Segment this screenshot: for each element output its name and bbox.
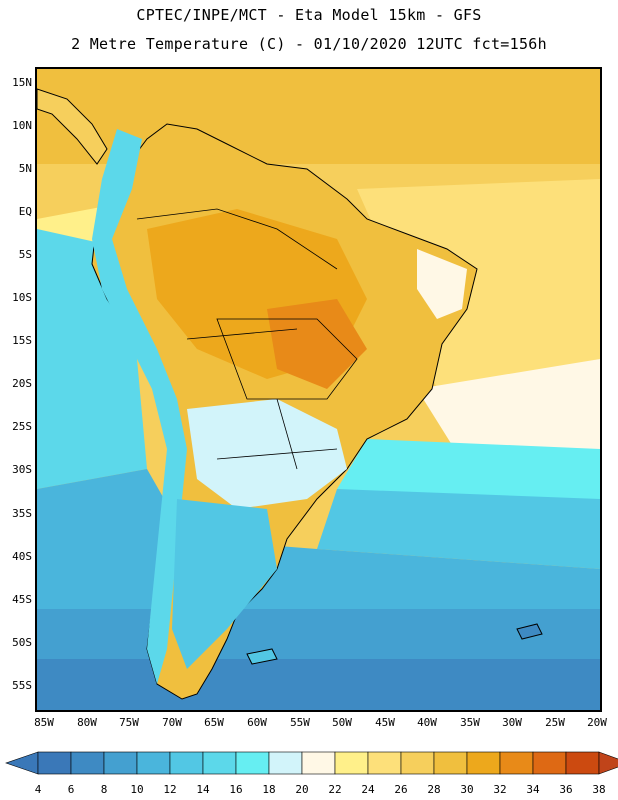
south-atlantic-band-2 (317, 489, 600, 569)
colorbar-swatch (70, 751, 105, 775)
colorbar-label: 34 (526, 783, 540, 796)
lon-label: 75W (119, 716, 139, 729)
colorbar-swatch (37, 751, 72, 775)
country-borders (216, 318, 358, 400)
lon-label: 30W (502, 716, 522, 729)
southern-ocean-band-3 (37, 659, 600, 710)
colorbar-label: 18 (262, 783, 276, 796)
lat-label: 50S (12, 636, 32, 649)
colorbar-label: 24 (361, 783, 375, 796)
colorbar-swatch (532, 751, 567, 775)
colorbar-label: 38 (592, 783, 606, 796)
colorbar-label: 16 (229, 783, 243, 796)
lat-label: 55S (12, 679, 32, 692)
colorbar-label: 30 (460, 783, 474, 796)
lat-label: 15S (12, 334, 32, 347)
colorbar-high-arrow (598, 751, 618, 775)
colorbar-label: 10 (130, 783, 144, 796)
lat-label: 10N (12, 119, 32, 132)
title-line-2: 2 Metre Temperature (C) - 01/10/2020 12U… (71, 35, 547, 53)
lon-label: 60W (247, 716, 267, 729)
lon-label: 25W (545, 716, 565, 729)
lat-label: 40S (12, 550, 32, 563)
central-brazil-hotspot (267, 299, 367, 389)
atlantic-warm-band (357, 179, 600, 389)
lat-label: 5N (18, 162, 32, 175)
temperature-map (35, 67, 602, 712)
lon-label: 85W (34, 716, 54, 729)
lon-label: 40W (417, 716, 437, 729)
atlantic-mild-band (417, 359, 600, 469)
lon-label: 55W (290, 716, 310, 729)
lat-label: 35S (12, 507, 32, 520)
lon-label: 45W (375, 716, 395, 729)
lat-label: 5S (18, 248, 32, 261)
colorbar-swatch (103, 751, 138, 775)
lon-label: 35W (460, 716, 480, 729)
colorbar-swatch (301, 751, 336, 775)
colorbar-swatch (433, 751, 468, 775)
colorbar-swatch (367, 751, 402, 775)
colorbar-label: 20 (295, 783, 309, 796)
temperature-colorbar (5, 751, 618, 775)
colorbar-label: 28 (427, 783, 441, 796)
map-canvas (37, 69, 600, 710)
lat-label: 45S (12, 593, 32, 606)
title-line-1: CPTEC/INPE/MCT - Eta Model 15km - GFS (136, 6, 482, 24)
colorbar-swatch (466, 751, 501, 775)
colorbar-swatch (334, 751, 369, 775)
lat-label: 30S (12, 463, 32, 476)
lat-label: 20S (12, 377, 32, 390)
lon-label: 50W (332, 716, 352, 729)
colorbar-swatch (169, 751, 204, 775)
lat-label: 15N (12, 76, 32, 89)
lat-label: 10S (12, 291, 32, 304)
colorbar-label: 14 (196, 783, 210, 796)
lon-label: 70W (162, 716, 182, 729)
lat-label: EQ (18, 205, 32, 218)
colorbar-label: 26 (394, 783, 408, 796)
colorbar-swatch (400, 751, 435, 775)
state-borders (136, 208, 338, 470)
colorbar-swatch (499, 751, 534, 775)
colorbar-label: 8 (100, 783, 108, 796)
colorbar-label: 4 (34, 783, 42, 796)
colorbar-label: 36 (559, 783, 573, 796)
colorbar-swatch (268, 751, 303, 775)
colorbar-swatch (235, 751, 270, 775)
falkland-islands (246, 648, 278, 665)
colorbar-label: 32 (493, 783, 507, 796)
lon-label: 80W (77, 716, 97, 729)
andes-cool-strip (92, 129, 187, 684)
southern-cone-cool (187, 399, 347, 509)
colorbar-label: 22 (328, 783, 342, 796)
lat-label: 25S (12, 420, 32, 433)
colorbar-swatch (136, 751, 171, 775)
lon-label: 20W (587, 716, 607, 729)
colorbar-low-arrow (5, 751, 39, 775)
lon-label: 65W (204, 716, 224, 729)
south-georgia-island (516, 623, 543, 640)
colorbar-swatch (565, 751, 600, 775)
patagonia-cool (172, 499, 277, 669)
northeast-coast-mild (417, 249, 467, 319)
colorbar-swatch (202, 751, 237, 775)
central-america (37, 88, 108, 165)
colorbar-label: 12 (163, 783, 177, 796)
colorbar-label: 6 (67, 783, 75, 796)
